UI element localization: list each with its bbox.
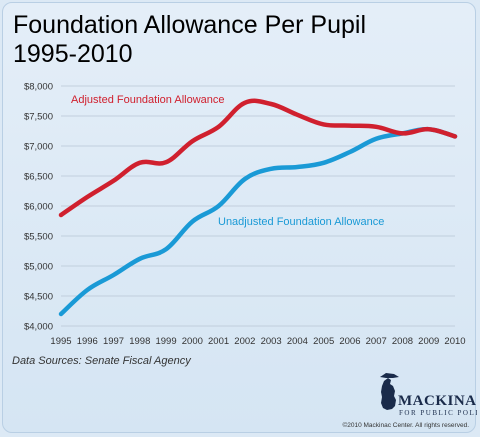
x-tick-label: 2006 (339, 336, 360, 347)
y-axis: $4,000 $4,500 $5,000 $5,500 $6,000 $6,500 $7,0… (24, 82, 53, 333)
copyright-text: ©2010 Mackinac Center. All rights reserv… (342, 421, 469, 429)
y-tick-label: $4,000 (24, 322, 53, 333)
adjusted-series-line (58, 98, 458, 218)
chart-title: Foundation Allowance Per Pupil (13, 11, 366, 39)
series-label-adjusted: Adjusted Foundation Allowance (71, 94, 225, 106)
x-tick-label: 2009 (418, 336, 439, 347)
x-tick-label: 2007 (366, 336, 387, 347)
mackinac-logo: MACKINAC CENTER FOR PUBLIC POLICY ©2010 … (342, 373, 477, 429)
y-tick-label: $7,000 (24, 142, 53, 153)
x-tick-label: 2002 (234, 336, 255, 347)
upper-peninsula-icon (380, 373, 399, 378)
x-tick-label: 2005 (313, 336, 334, 347)
x-tick-label: 2003 (261, 336, 282, 347)
y-tick-label: $5,500 (24, 232, 53, 243)
data-source: Data Sources: Senate Fiscal Agency (12, 355, 192, 367)
x-tick-label: 2000 (182, 336, 203, 347)
x-tick-label: 2004 (287, 336, 308, 347)
line-chart: Foundation Allowance Per Pupil 1995-2010… (12, 11, 477, 429)
unadjusted-series-line (58, 126, 458, 317)
plot-area (58, 98, 458, 317)
x-tick-label: 1995 (50, 336, 71, 347)
x-tick-label: 1997 (103, 336, 124, 347)
x-tick-label: 1999 (155, 336, 176, 347)
x-tick-label: 1998 (129, 336, 150, 347)
x-tick-label: 2008 (392, 336, 413, 347)
x-tick-label: 2010 (444, 336, 465, 347)
x-tick-label: 1996 (77, 336, 98, 347)
y-tick-label: $4,500 (24, 292, 53, 303)
x-axis: 1995 1996 1997 1998 1999 2000 2001 2002 2003 2004… (50, 336, 465, 347)
logo-tagline: FOR PUBLIC POLICY (399, 409, 477, 417)
x-tick-label: 2001 (208, 336, 229, 347)
series-label-unadjusted: Unadjusted Foundation Allowance (218, 216, 384, 228)
gridlines (61, 85, 455, 327)
y-tick-label: $5,000 (24, 262, 53, 273)
chart-subtitle: 1995-2010 (13, 40, 133, 68)
y-tick-label: $6,000 (24, 202, 53, 213)
logo-name: MACKINAC CENTER (398, 393, 477, 409)
y-tick-label: $6,500 (24, 172, 53, 183)
y-tick-label: $8,000 (24, 82, 53, 93)
y-tick-label: $7,500 (24, 112, 53, 123)
michigan-mitten-icon (381, 378, 396, 410)
chart-card: Foundation Allowance Per Pupil 1995-2010… (2, 2, 477, 433)
